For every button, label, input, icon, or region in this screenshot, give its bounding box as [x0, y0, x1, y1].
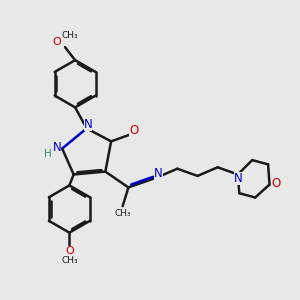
- Text: H: H: [44, 149, 52, 159]
- Text: CH₃: CH₃: [115, 209, 131, 218]
- Text: O: O: [271, 178, 280, 190]
- Text: N: N: [84, 118, 92, 131]
- Text: N: N: [154, 167, 163, 179]
- Text: O: O: [129, 124, 138, 137]
- Text: O: O: [52, 37, 62, 47]
- Text: N: N: [52, 142, 62, 154]
- Text: CH₃: CH₃: [61, 31, 78, 40]
- Text: CH₃: CH₃: [61, 256, 78, 265]
- Text: N: N: [234, 172, 243, 185]
- Text: O: O: [65, 246, 74, 256]
